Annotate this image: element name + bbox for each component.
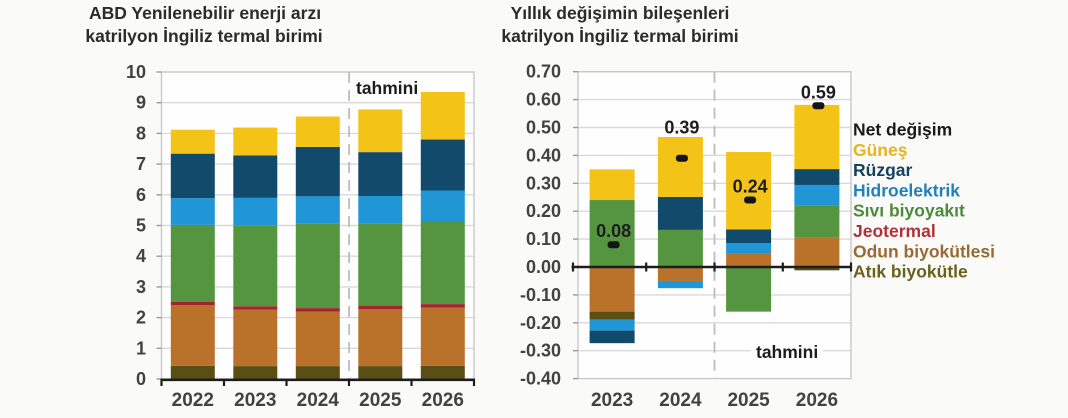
svg-text:0.30: 0.30	[526, 173, 561, 193]
svg-text:2025: 2025	[727, 390, 770, 411]
svg-text:Güneş: Güneş	[853, 140, 908, 160]
svg-text:8: 8	[136, 123, 146, 143]
svg-text:katrilyon İngiliz termal birim: katrilyon İngiliz termal birimi	[501, 26, 738, 46]
svg-text:0.50: 0.50	[526, 118, 561, 138]
svg-text:tahmini: tahmini	[356, 78, 418, 98]
svg-text:-0.10: -0.10	[520, 285, 561, 305]
svg-text:4: 4	[136, 246, 146, 266]
svg-text:2025: 2025	[359, 390, 402, 411]
svg-text:7: 7	[136, 154, 146, 174]
svg-text:0.70: 0.70	[526, 62, 561, 82]
svg-text:Sıvı biyoyakıt: Sıvı biyoyakıt	[853, 201, 965, 221]
svg-text:Atık biyokütle: Atık biyokütle	[853, 262, 968, 282]
svg-text:-0.40: -0.40	[520, 369, 561, 389]
svg-text:0.08: 0.08	[596, 221, 631, 241]
svg-text:2023: 2023	[234, 390, 276, 411]
svg-text:Net değişim: Net değişim	[853, 120, 952, 140]
svg-text:0.24: 0.24	[733, 177, 768, 197]
svg-text:0.39: 0.39	[664, 118, 699, 138]
svg-text:-0.30: -0.30	[520, 341, 561, 361]
svg-text:tahmini: tahmini	[756, 342, 818, 362]
svg-text:-0.20: -0.20	[520, 313, 561, 333]
svg-text:0.59: 0.59	[801, 83, 836, 103]
svg-text:katrilyon İngiliz termal birim: katrilyon İngiliz termal birimi	[85, 26, 322, 46]
svg-text:10: 10	[126, 62, 146, 82]
svg-text:0.10: 0.10	[526, 229, 561, 249]
svg-text:Rüzgar: Rüzgar	[853, 160, 913, 180]
svg-text:2022: 2022	[172, 390, 214, 411]
svg-text:Yıllık değişimin bileşenleri: Yıllık değişimin bileşenleri	[511, 3, 730, 23]
svg-text:6: 6	[136, 185, 146, 205]
svg-text:0.00: 0.00	[526, 257, 561, 277]
svg-text:Jeotermal: Jeotermal	[853, 221, 936, 241]
svg-text:5: 5	[136, 216, 146, 236]
svg-text:0.20: 0.20	[526, 201, 561, 221]
svg-text:2026: 2026	[796, 390, 838, 411]
svg-text:Hidroelektrik: Hidroelektrik	[853, 180, 960, 200]
svg-text:0: 0	[136, 369, 146, 389]
svg-text:2023: 2023	[591, 390, 633, 411]
svg-text:2: 2	[136, 308, 146, 328]
svg-text:0.60: 0.60	[526, 90, 561, 110]
svg-text:2024: 2024	[297, 390, 340, 411]
svg-text:9: 9	[136, 93, 146, 113]
svg-text:Odun biyokütlesi: Odun biyokütlesi	[853, 241, 995, 261]
svg-text:2026: 2026	[422, 390, 464, 411]
svg-text:0.40: 0.40	[526, 145, 561, 165]
svg-text:1: 1	[136, 338, 146, 358]
svg-text:2024: 2024	[659, 390, 702, 411]
svg-text:3: 3	[136, 277, 146, 297]
svg-text:ABD Yenilenebilir enerji arzı: ABD Yenilenebilir enerji arzı	[89, 3, 321, 23]
